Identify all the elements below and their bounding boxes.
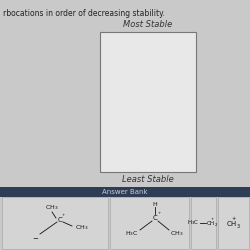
Bar — [110, 197, 189, 249]
Text: $\mathsf{C}$: $\mathsf{C}$ — [57, 216, 63, 224]
Text: $\mathsf{C}$: $\mathsf{C}$ — [152, 214, 158, 222]
Bar — [100, 32, 196, 172]
Text: Least Stable: Least Stable — [122, 175, 174, 184]
Bar — [0, 187, 250, 197]
Text: $\mathsf{CH_3}$: $\mathsf{CH_3}$ — [75, 224, 89, 232]
Bar — [218, 197, 249, 249]
Text: rbocations in order of decreasing stability.: rbocations in order of decreasing stabil… — [3, 9, 165, 18]
Text: Answer Bank: Answer Bank — [102, 189, 148, 195]
Text: $\mathsf{CH_3}$: $\mathsf{CH_3}$ — [170, 230, 184, 238]
Text: $\mathsf{H_3C}$: $\mathsf{H_3C}$ — [125, 230, 139, 238]
Text: $\mathsf{H_3C}$: $\mathsf{H_3C}$ — [187, 218, 199, 228]
Text: $\mathsf{H}$: $\mathsf{H}$ — [152, 200, 158, 208]
Text: $\mathsf{CH_3}$: $\mathsf{CH_3}$ — [45, 204, 59, 212]
Bar — [191, 197, 216, 249]
Bar — [2, 197, 108, 249]
Text: $\mathsf{-}$: $\mathsf{-}$ — [32, 234, 40, 240]
Text: $\overset{+}{\mathsf{CH_2}}$: $\overset{+}{\mathsf{CH_2}}$ — [206, 217, 218, 229]
Text: $\overset{+}{\mathsf{CH_3}}$: $\overset{+}{\mathsf{CH_3}}$ — [226, 216, 240, 230]
Text: Most Stable: Most Stable — [124, 20, 172, 29]
Text: $\mathsf{^+}$: $\mathsf{^+}$ — [157, 212, 163, 216]
Text: $\mathsf{^+}$: $\mathsf{^+}$ — [61, 214, 67, 218]
